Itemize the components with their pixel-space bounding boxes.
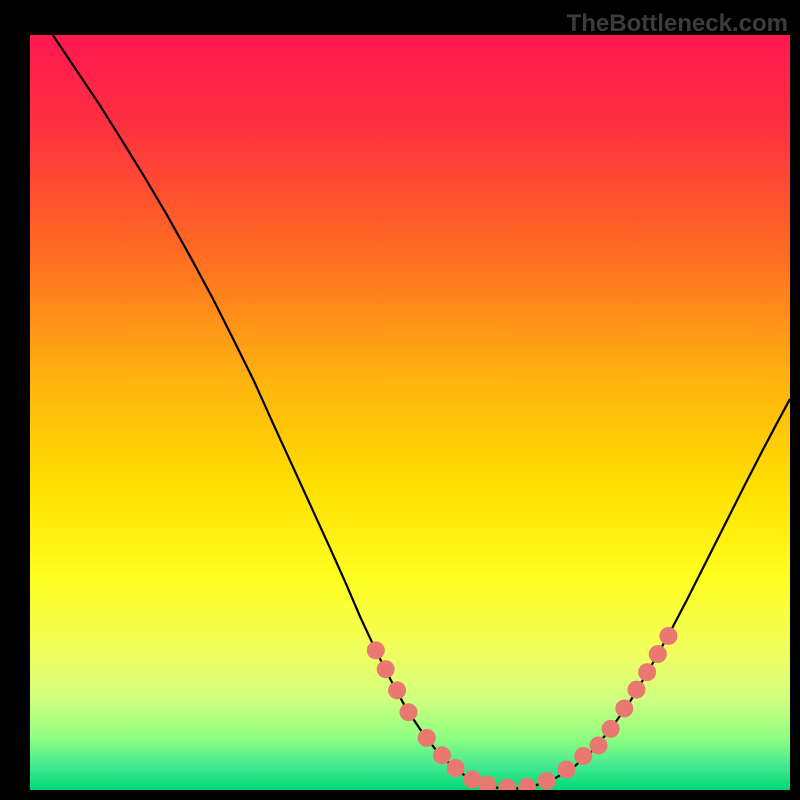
watermark-text: TheBottleneck.com	[567, 10, 788, 38]
data-marker	[518, 778, 536, 790]
data-marker	[638, 663, 656, 681]
curve-line	[53, 35, 790, 788]
data-marker	[615, 699, 633, 717]
data-marker	[399, 703, 417, 721]
data-marker	[589, 736, 607, 754]
data-marker	[659, 627, 677, 645]
data-marker	[627, 681, 645, 699]
data-marker	[558, 761, 576, 779]
plot-area	[30, 35, 790, 790]
data-marker	[602, 720, 620, 738]
data-marker	[649, 645, 667, 663]
data-marker	[479, 776, 497, 790]
data-marker	[367, 641, 385, 659]
data-marker	[447, 759, 465, 777]
data-marker	[538, 772, 556, 790]
data-marker	[388, 681, 406, 699]
data-marker	[418, 729, 436, 747]
data-marker	[498, 779, 516, 790]
data-marker	[433, 746, 451, 764]
marker-group	[367, 627, 678, 790]
chart-overlay	[30, 35, 790, 790]
data-marker	[377, 660, 395, 678]
data-marker	[574, 747, 592, 765]
